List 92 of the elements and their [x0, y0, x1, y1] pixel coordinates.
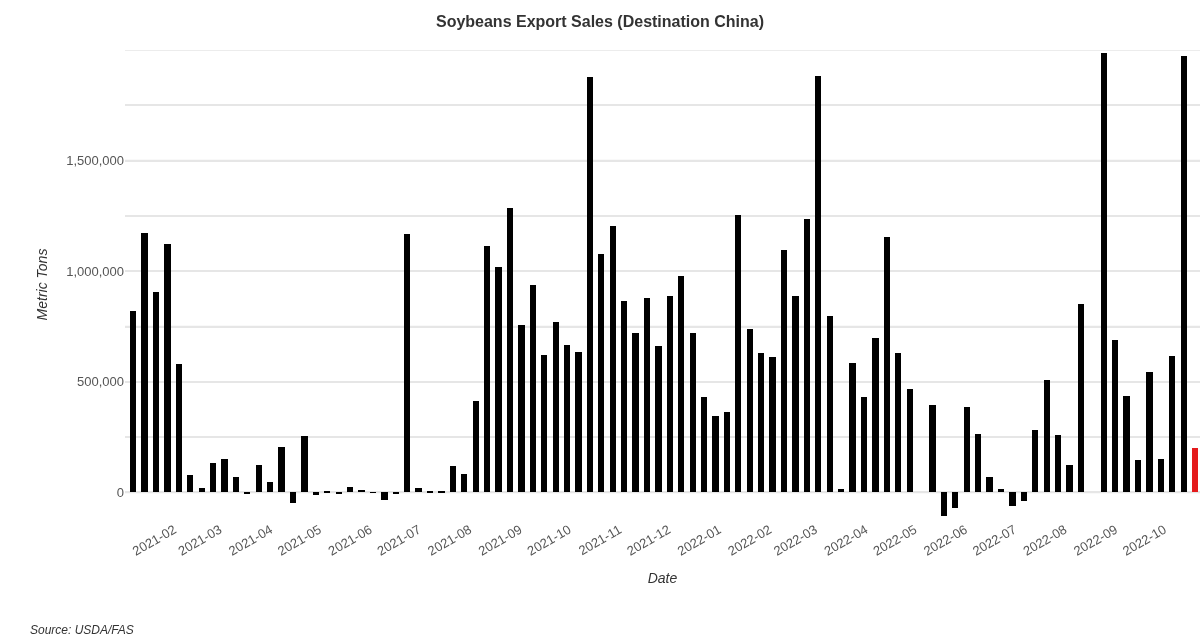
bar [221, 459, 228, 492]
y-axis-title: Metric Tons [33, 248, 50, 321]
y-tick-label: 500,000 [77, 374, 124, 390]
bar [507, 208, 513, 492]
bar [929, 405, 936, 492]
bar [530, 285, 536, 492]
bar [199, 488, 205, 492]
source-note: Source: USDA/FAS [30, 623, 134, 637]
bar [975, 434, 981, 492]
bar [655, 346, 662, 492]
bar [632, 333, 639, 492]
bar [415, 488, 422, 492]
bar [1044, 380, 1050, 492]
bar [461, 474, 467, 492]
bar [701, 397, 707, 492]
bar [153, 292, 159, 492]
bar [301, 436, 308, 492]
bar [313, 492, 319, 495]
bar [1146, 372, 1153, 492]
bar [804, 219, 810, 492]
bar [644, 298, 650, 492]
bar [587, 77, 593, 492]
bar [872, 338, 879, 492]
bar [518, 325, 525, 492]
bar [1066, 465, 1073, 492]
bar [233, 477, 239, 492]
bar [210, 463, 216, 492]
bar [986, 477, 993, 492]
bar [781, 250, 787, 492]
y-tick-label: 1,500,000 [66, 153, 124, 169]
bar [621, 301, 627, 492]
bar [187, 475, 193, 492]
bar [553, 322, 559, 492]
bar [1158, 459, 1164, 492]
bar [1192, 448, 1198, 492]
bar [347, 487, 353, 492]
bar [176, 364, 182, 492]
bar [667, 296, 673, 492]
bar [678, 276, 684, 492]
bar [610, 226, 616, 492]
bar [792, 296, 799, 492]
bar [1135, 460, 1141, 492]
bar [1055, 435, 1061, 492]
bar [1169, 356, 1175, 492]
x-axis-title: Date [647, 569, 678, 586]
bar [141, 233, 148, 492]
bar [747, 329, 753, 492]
bar [290, 492, 296, 503]
bar [849, 363, 856, 492]
bar [267, 482, 273, 492]
bar [1181, 56, 1187, 492]
bar [278, 447, 285, 492]
bar [690, 333, 696, 492]
bar [1078, 304, 1084, 492]
bar [130, 311, 136, 492]
bar [541, 355, 547, 492]
bar [1009, 492, 1016, 506]
bar [952, 492, 958, 508]
y-tick-label: 1,000,000 [66, 263, 124, 279]
bar [1021, 492, 1027, 501]
bar [712, 416, 719, 492]
bar [941, 492, 947, 516]
bar [861, 397, 867, 492]
bar [815, 76, 821, 492]
bar [575, 352, 582, 492]
bar [473, 401, 479, 492]
chart-title: Soybeans Export Sales (Destination China) [435, 13, 765, 31]
bar [1123, 396, 1130, 492]
bar [381, 492, 388, 500]
bar [256, 465, 262, 492]
bar [769, 357, 776, 492]
bar [907, 389, 913, 492]
bar [838, 489, 844, 492]
bar [164, 244, 171, 492]
bar [1032, 430, 1038, 492]
bar [484, 246, 490, 492]
bar [1112, 340, 1118, 492]
bar [598, 254, 604, 492]
bar [404, 234, 410, 492]
bar [450, 466, 456, 492]
bar [1101, 53, 1107, 492]
bar [884, 237, 890, 492]
bar [495, 267, 502, 492]
y-tick-label: 0 [116, 485, 124, 500]
bar [998, 489, 1004, 492]
bar [564, 345, 570, 492]
bar [895, 353, 901, 492]
bar [724, 412, 730, 492]
bar [964, 407, 970, 492]
bar [735, 215, 741, 492]
bar [758, 353, 764, 492]
bar [827, 316, 833, 492]
